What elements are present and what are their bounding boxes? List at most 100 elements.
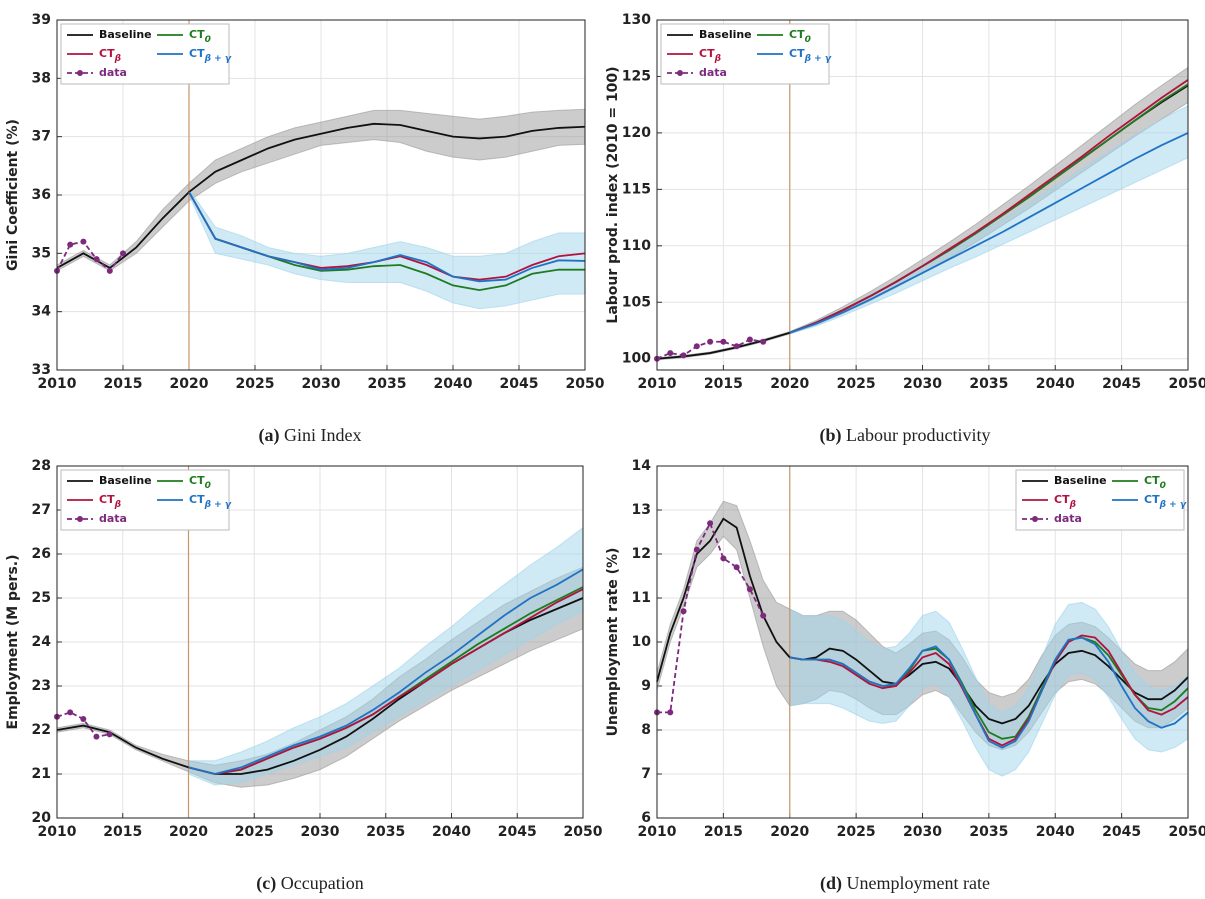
legend-subscript: β <box>114 54 121 64</box>
x-tick-label: 2040 <box>1036 824 1075 840</box>
data-point <box>106 267 113 274</box>
data-point <box>746 336 753 343</box>
legend-name: CT <box>99 47 115 60</box>
panel: 2010 2015 2020 2025 2030 2035 2040 2045 2050 100 1… <box>605 12 1205 446</box>
y-tick-label: 10 <box>632 634 652 650</box>
legend-subscript: β + γ <box>804 54 832 64</box>
legend-label: data <box>1054 512 1082 525</box>
legend-name: CT <box>1054 493 1070 506</box>
legend-marker <box>77 516 83 522</box>
y-tick-label: 7 <box>641 766 651 782</box>
legend-subscript: 0 <box>1160 481 1166 491</box>
series-line <box>789 79 1189 334</box>
x-tick-label: 2020 <box>170 376 209 392</box>
caption-text: Labour productivity <box>842 425 991 445</box>
x-tick-label: 2025 <box>837 824 876 840</box>
y-tick-label: 110 <box>622 238 651 254</box>
series-line <box>188 588 584 775</box>
legend-label: Baseline <box>99 474 152 487</box>
data-point <box>667 350 674 357</box>
y-tick-label: 13 <box>632 502 651 518</box>
legend-label: CT0 <box>189 28 211 45</box>
legend-name: CT <box>699 47 715 60</box>
plot-frame <box>56 19 586 371</box>
data-point <box>760 612 767 619</box>
caption: (c) Occupation <box>256 873 363 894</box>
legend-label: data <box>99 512 127 525</box>
y-tick-label: 100 <box>622 351 651 367</box>
legend-label: CT0 <box>189 474 211 491</box>
data-point <box>80 238 87 245</box>
y-tick-label: 115 <box>622 181 651 197</box>
legend-subscript: β <box>714 54 721 64</box>
legend-name: Baseline <box>1054 474 1107 487</box>
legend-subscript: β + γ <box>1159 500 1187 510</box>
caption-label: (b) <box>820 425 842 446</box>
x-tick-label: 2050 <box>564 824 603 840</box>
data-point <box>93 733 100 740</box>
legend-name: data <box>99 512 127 525</box>
y-tick-label: 27 <box>32 502 51 518</box>
legend-name: Baseline <box>99 474 152 487</box>
y-tick-label: 39 <box>32 12 51 28</box>
legend-name: CT <box>789 47 805 60</box>
y-tick-label: 20 <box>32 810 52 826</box>
legend-subscript: β + γ <box>204 500 232 510</box>
legend-name: Baseline <box>99 28 152 41</box>
legend-name: CT <box>189 47 205 60</box>
legend-name: CT <box>189 493 205 506</box>
x-tick-label: 2025 <box>837 376 876 392</box>
x-tick-label: 2010 <box>638 824 677 840</box>
x-tick-label: 2035 <box>969 824 1008 840</box>
caption: (b) Labour productivity <box>820 425 991 446</box>
x-tick-label: 2035 <box>368 376 407 392</box>
y-tick-label: 35 <box>32 245 51 261</box>
data-point <box>80 716 87 722</box>
legend-subscript: β <box>114 500 121 510</box>
y-tick-label: 6 <box>641 810 651 826</box>
legend-label: CTβ + γ <box>189 47 232 64</box>
legend-name: CT <box>99 493 115 506</box>
legend-label: data <box>699 66 727 79</box>
y-axis-label: Gini Coefficient (%) <box>5 119 21 271</box>
x-tick-label: 2040 <box>1036 376 1075 392</box>
legend-marker <box>77 70 83 76</box>
data-point <box>67 241 74 248</box>
legend-subscript: 0 <box>205 35 211 45</box>
data-point <box>93 256 100 263</box>
x-tick-label: 2035 <box>366 824 405 840</box>
caption-label: (a) <box>259 425 280 446</box>
y-tick-label: 8 <box>641 722 651 738</box>
legend-name: CT <box>189 474 205 487</box>
x-tick-label: 2040 <box>434 376 473 392</box>
legend-name: Baseline <box>699 28 752 41</box>
y-tick-label: 105 <box>622 294 651 310</box>
legend-label: CTβ + γ <box>189 493 232 510</box>
y-tick-label: 28 <box>32 458 51 474</box>
series-line <box>56 122 586 269</box>
x-tick-label: 2030 <box>302 376 341 392</box>
legend-name: data <box>99 66 127 79</box>
caption-label: (c) <box>256 873 276 894</box>
data-point <box>67 709 74 716</box>
legend-label: data <box>99 66 127 79</box>
caption: (d) Unemployment rate <box>820 873 990 894</box>
x-tick-label: 2015 <box>103 824 142 840</box>
panel: 2010 2015 2020 2025 2030 2035 2040 2045 2050 6 7 8 9… <box>605 458 1205 894</box>
y-tick-label: 11 <box>632 590 651 606</box>
x-tick-label: 2015 <box>104 376 143 392</box>
series-line <box>188 568 584 775</box>
legend-name: data <box>1054 512 1082 525</box>
x-tick-label: 2010 <box>38 376 77 392</box>
panel: 2010 2015 2020 2025 2030 2035 2040 2045 2050 20 21… <box>5 458 603 894</box>
data-point <box>680 352 687 359</box>
y-tick-label: 9 <box>641 678 651 694</box>
x-tick-label: 2045 <box>1102 376 1141 392</box>
plot-frame <box>656 19 1189 371</box>
x-tick-label: 2020 <box>770 376 809 392</box>
legend-label: Baseline <box>99 28 152 41</box>
caption: (a) Gini Index <box>259 425 362 446</box>
series-line <box>789 634 1189 747</box>
y-tick-label: 26 <box>32 546 51 562</box>
